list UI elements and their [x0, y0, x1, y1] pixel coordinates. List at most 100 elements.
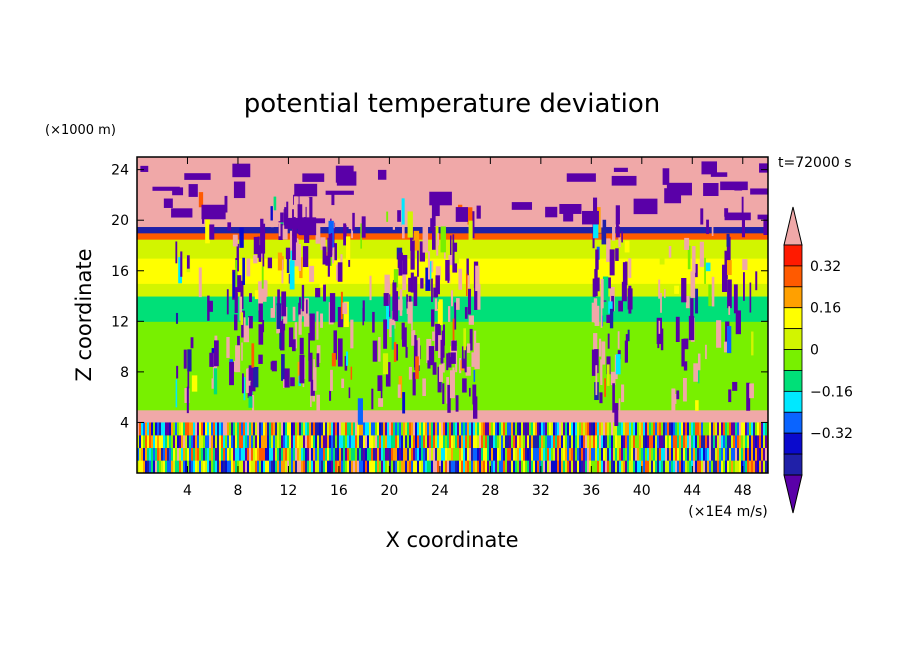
field-cell: [543, 422, 546, 436]
field-cell: [628, 258, 632, 278]
field-cell: [363, 435, 366, 449]
field-cell: [731, 435, 734, 449]
field-cell: [601, 341, 606, 365]
field-cell: [468, 220, 473, 248]
field-cell: [739, 460, 742, 473]
field-cell: [167, 435, 170, 449]
field-cell: [519, 422, 522, 436]
field-cell: [457, 422, 460, 436]
field-cell: [357, 447, 360, 461]
field-cell: [535, 447, 538, 461]
field-cell: [441, 460, 444, 473]
field-cell: [334, 243, 337, 261]
field-cell: [379, 460, 382, 473]
field-cell: [653, 460, 656, 473]
field-cell: [233, 435, 236, 449]
field-cell: [473, 422, 476, 436]
field-cell: [631, 435, 634, 449]
field-cell: [402, 254, 408, 275]
field-cell: [761, 447, 764, 461]
field-cell: [163, 198, 173, 208]
field-cell: [745, 447, 748, 461]
field-cell: [450, 339, 456, 363]
field-cell: [707, 435, 710, 449]
field-cell: [444, 211, 447, 221]
field-cell: [477, 460, 480, 473]
field-cell: [735, 422, 738, 436]
field-cell: [607, 277, 611, 289]
field-cell: [660, 328, 664, 351]
field-cell: [391, 435, 394, 449]
field-cell: [605, 422, 608, 436]
field-cell: [307, 460, 310, 473]
field-cell: [547, 447, 550, 461]
field-cell: [427, 422, 430, 436]
field-cell: [467, 288, 471, 315]
field-cell: [545, 460, 548, 473]
field-cell: [205, 435, 208, 449]
field-cell: [147, 460, 150, 473]
field-cell: [221, 422, 224, 436]
field-cell: [329, 390, 332, 401]
field-cell: [231, 460, 234, 473]
field-cell: [241, 342, 243, 361]
field-cell: [253, 236, 260, 255]
field-cell: [607, 422, 610, 436]
field-cell: [451, 340, 457, 351]
field-cell: [427, 435, 430, 449]
field-cell: [393, 422, 396, 436]
field-cell: [629, 447, 632, 461]
field-cell: [513, 447, 516, 461]
field-cell: [635, 460, 638, 473]
field-cell: [281, 259, 284, 284]
field-cell: [605, 447, 608, 461]
field-cell: [258, 324, 264, 345]
field-cell: [609, 460, 612, 473]
field-cell: [513, 460, 516, 473]
field-cell: [427, 251, 431, 280]
field-cell: [299, 308, 302, 319]
field-cell: [463, 447, 466, 461]
field-cell: [479, 447, 482, 461]
field-cell: [747, 447, 750, 461]
field-cell: [243, 377, 246, 401]
field-cell: [294, 183, 318, 197]
field-cell: [215, 422, 218, 436]
field-cell: [591, 460, 594, 473]
y-unit-label: (×1000 m): [45, 123, 116, 138]
field-cell: [331, 435, 334, 449]
field-cell: [346, 236, 351, 260]
field-cell: [186, 255, 190, 269]
field-cell: [601, 435, 604, 449]
field-cell: [721, 447, 724, 461]
field-cell: [429, 191, 452, 206]
field-cell: [345, 435, 348, 449]
field-cell: [453, 447, 456, 461]
field-cell: [685, 422, 688, 436]
field-cell: [181, 460, 184, 473]
field-cell: [755, 447, 758, 461]
field-cell: [277, 435, 280, 449]
field-cell: [381, 460, 384, 473]
field-cell: [657, 447, 660, 461]
field-cell: [173, 447, 176, 461]
field-cell: [387, 460, 390, 473]
field-cell: [539, 447, 542, 461]
field-cell: [707, 422, 710, 436]
field-cell: [664, 289, 666, 299]
field-cell: [401, 422, 404, 436]
field-cell: [681, 278, 687, 303]
field-cell: [619, 447, 622, 461]
field-cell: [389, 447, 392, 461]
field-cell: [269, 422, 272, 436]
field-cell: [749, 447, 752, 461]
field-cell: [267, 435, 270, 449]
field-cell: [231, 435, 234, 449]
field-cell: [243, 460, 246, 473]
field-cell: [639, 460, 642, 473]
field-cell: [746, 382, 751, 411]
field-cell: [378, 398, 384, 407]
field-cell: [523, 422, 526, 436]
field-cell: [763, 422, 766, 436]
field-cell: [281, 354, 285, 381]
